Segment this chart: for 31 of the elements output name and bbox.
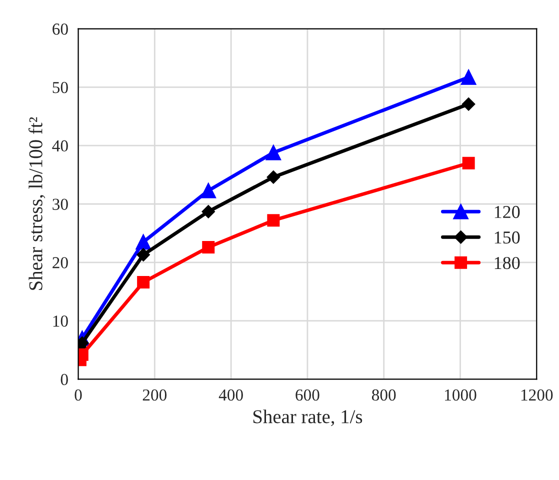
x-tick-label: 0 — [74, 389, 82, 401]
point — [200, 182, 216, 198]
point — [460, 70, 476, 85]
point — [137, 276, 150, 289]
y-tick-label: 0 — [60, 374, 68, 386]
point — [266, 144, 282, 160]
x-tick-label: 1000 — [445, 389, 476, 401]
point — [462, 156, 475, 170]
y-tick-label: 20 — [52, 257, 68, 268]
legend-label: 180 — [494, 256, 520, 270]
point — [202, 240, 215, 254]
x-tick-label: 600 — [296, 389, 320, 401]
y-tick-label: 50 — [52, 82, 68, 94]
point — [136, 234, 151, 250]
y-tick-label: 10 — [53, 316, 68, 327]
legend-label: 120 — [494, 206, 520, 218]
x-axis-title: Shear rate, 1/s — [253, 410, 362, 426]
legend-label: 150 — [494, 231, 520, 244]
x-tick-label: 1200 — [521, 389, 553, 401]
point — [267, 214, 280, 227]
point — [266, 170, 280, 184]
y-tick-label: 60 — [52, 24, 68, 35]
x-tick-label: 800 — [372, 389, 396, 401]
point — [136, 248, 150, 262]
point — [462, 98, 476, 111]
x-tick-label: 200 — [142, 389, 167, 401]
point — [202, 205, 215, 218]
y-tick-label: 40 — [52, 140, 68, 152]
x-tick-label: 400 — [218, 389, 243, 401]
y-axis-title: Shear stress, lb/100 ft² — [28, 117, 46, 290]
y-tick-label: 30 — [52, 198, 68, 210]
